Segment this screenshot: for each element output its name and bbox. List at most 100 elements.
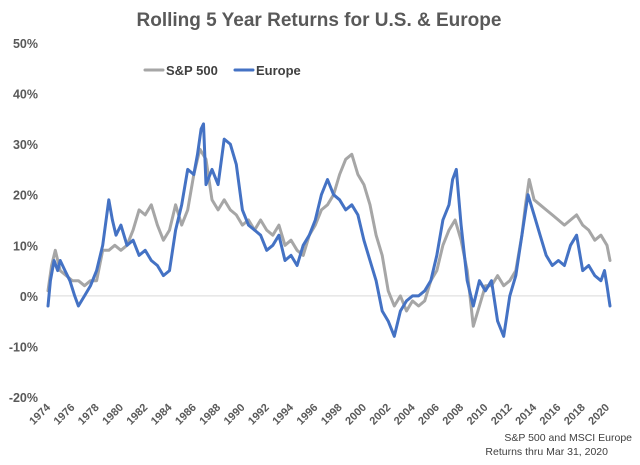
data-point-europe	[126, 244, 128, 247]
data-point-europe	[64, 269, 66, 272]
data-point-europe	[284, 259, 286, 262]
data-point-europe	[581, 269, 584, 272]
x-tick-label: 2012	[489, 402, 515, 428]
data-point-europe	[180, 203, 183, 206]
data-point-europe	[575, 234, 578, 237]
data-point-europe	[308, 234, 311, 237]
data-point-sp500	[241, 224, 244, 227]
data-point-sp500	[174, 203, 177, 206]
x-tick-label: 2014	[513, 401, 539, 427]
data-point-europe	[162, 274, 165, 277]
data-point-europe	[557, 259, 560, 262]
data-point-sp500	[180, 224, 183, 227]
data-point-sp500	[284, 244, 286, 247]
x-tick-label: 1982	[125, 402, 151, 428]
y-tick-label: 40%	[13, 88, 38, 102]
data-point-europe	[569, 244, 572, 247]
data-point-europe	[429, 279, 432, 282]
data-point-europe	[235, 163, 238, 166]
data-point-europe	[265, 249, 268, 252]
data-point-europe	[399, 310, 402, 312]
data-point-europe	[484, 289, 487, 292]
data-point-europe	[587, 264, 590, 267]
data-point-europe	[150, 259, 153, 262]
data-point-sp500	[587, 229, 590, 232]
data-point-sp500	[223, 198, 226, 201]
data-point-sp500	[338, 173, 341, 176]
data-point-europe	[156, 264, 159, 267]
data-point-sp500	[393, 305, 396, 307]
data-point-sp500	[417, 305, 420, 307]
data-point-europe	[111, 219, 114, 221]
data-point-europe	[502, 335, 505, 338]
data-point-europe	[247, 224, 250, 227]
data-point-europe	[144, 249, 147, 252]
data-point-europe	[241, 209, 244, 211]
data-point-sp500	[95, 279, 98, 282]
data-point-europe	[332, 193, 335, 196]
x-tick-label: 1998	[319, 402, 345, 428]
data-point-europe	[472, 305, 475, 307]
data-point-europe	[521, 234, 523, 237]
data-point-sp500	[442, 244, 444, 247]
data-point-europe	[278, 234, 280, 237]
data-point-europe	[423, 289, 426, 292]
data-point-europe	[496, 320, 499, 322]
data-point-europe	[77, 305, 80, 307]
data-point-sp500	[326, 203, 329, 206]
data-point-sp500	[77, 279, 80, 282]
data-point-sp500	[411, 300, 414, 302]
data-point-sp500	[363, 183, 365, 186]
data-point-sp500	[235, 214, 238, 216]
data-point-europe	[95, 269, 98, 272]
data-point-europe	[350, 203, 353, 206]
data-point-sp500	[144, 214, 147, 216]
data-point-sp500	[150, 203, 153, 206]
data-point-europe	[563, 264, 566, 267]
data-point-sp500	[71, 279, 74, 282]
data-point-europe	[229, 143, 232, 146]
data-point-sp500	[551, 214, 554, 216]
data-point-europe	[387, 320, 390, 322]
data-point-europe	[551, 264, 554, 267]
data-point-europe	[200, 128, 203, 130]
x-tick-label: 2002	[368, 402, 394, 428]
data-point-europe	[192, 173, 195, 176]
data-point-sp500	[472, 325, 475, 328]
x-tick-label: 1996	[295, 402, 321, 428]
data-point-sp500	[405, 310, 408, 312]
x-tick-label: 1984	[149, 401, 175, 427]
data-point-sp500	[606, 244, 608, 247]
data-point-europe	[490, 279, 493, 282]
source-note-line-2: Returns thru Mar 31, 2020	[485, 446, 608, 458]
data-point-sp500	[132, 229, 135, 232]
y-tick-label: 50%	[13, 37, 38, 51]
data-point-sp500	[357, 173, 359, 176]
data-point-europe	[107, 198, 110, 201]
data-point-europe	[533, 214, 535, 216]
data-point-sp500	[557, 219, 560, 221]
data-point-sp500	[138, 209, 141, 211]
data-point-europe	[320, 193, 323, 196]
data-point-europe	[196, 153, 199, 156]
data-point-europe	[442, 219, 444, 221]
data-point-sp500	[278, 224, 280, 227]
data-point-europe	[466, 279, 469, 282]
data-point-sp500	[502, 284, 505, 287]
data-point-sp500	[563, 224, 566, 227]
y-tick-label: 30%	[13, 138, 38, 152]
data-point-europe	[338, 198, 341, 201]
x-tick-label: 2000	[343, 402, 369, 428]
data-point-europe	[223, 138, 226, 141]
data-point-europe	[357, 214, 359, 216]
data-point-sp500	[296, 249, 298, 252]
legend-label-europe: Europe	[256, 63, 301, 78]
x-tick-label: 1986	[173, 402, 199, 428]
x-axis: 1974197619781980198219841986198819901992…	[27, 401, 612, 427]
data-point-sp500	[168, 229, 171, 232]
data-point-europe	[56, 269, 59, 272]
series-line-europe	[46, 122, 612, 338]
data-point-sp500	[496, 274, 499, 277]
data-point-europe	[381, 310, 384, 312]
data-point-sp500	[399, 295, 402, 297]
